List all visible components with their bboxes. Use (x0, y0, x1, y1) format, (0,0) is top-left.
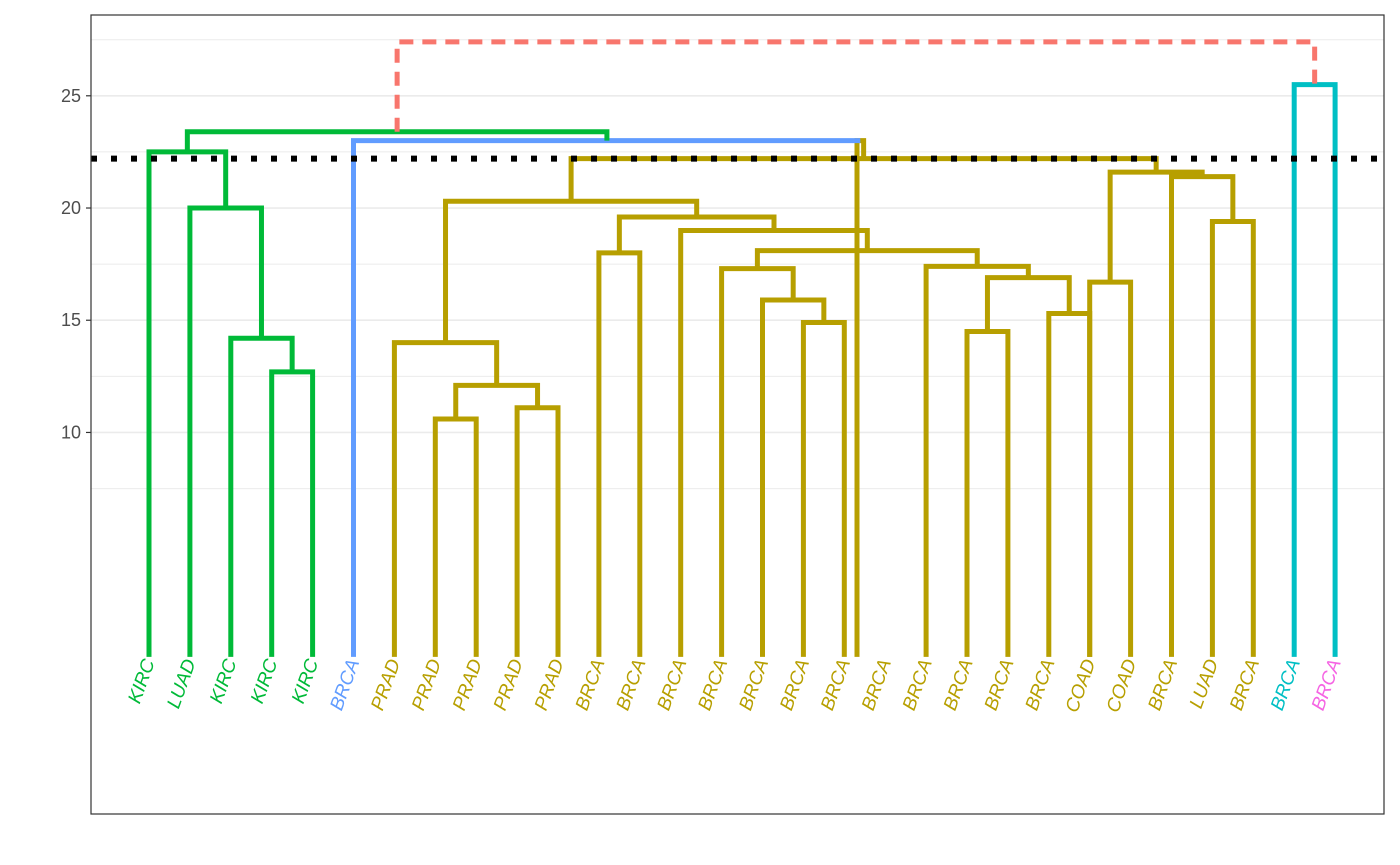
dendrogram-branch (854, 138, 867, 657)
y-tick-label: 15 (61, 310, 81, 330)
dendrogram-branches (146, 39, 1338, 657)
dendrogram-branch (269, 369, 316, 657)
y-tick-label: 10 (61, 422, 81, 442)
dendrogram-branch (923, 263, 1031, 657)
y-tick-label: 20 (61, 198, 81, 218)
dendrogram-branch (184, 129, 610, 152)
dendrogram-branch (1169, 174, 1236, 657)
dendrogram-branch (964, 328, 1011, 657)
dendrogram-branch (760, 297, 827, 657)
dendrogram-branch (1291, 82, 1338, 657)
dendrogram-branch (514, 405, 561, 657)
panel-background (91, 15, 1384, 814)
dendrogram-branch (443, 198, 700, 343)
y-axis: 10 15 20 25 (61, 86, 91, 442)
dendrogram-branch (1107, 169, 1205, 283)
grid-lines (91, 39, 1384, 490)
dendrogram-branch (432, 416, 479, 657)
dendrogram-branch (678, 227, 870, 657)
dendrogram-branch (984, 275, 1072, 332)
panel-border (90, 14, 1385, 815)
dendrogram-branch (351, 138, 861, 657)
dendrogram-branch (187, 205, 264, 657)
y-tick-label: 25 (61, 86, 81, 106)
dendrogram-branch (391, 340, 500, 657)
